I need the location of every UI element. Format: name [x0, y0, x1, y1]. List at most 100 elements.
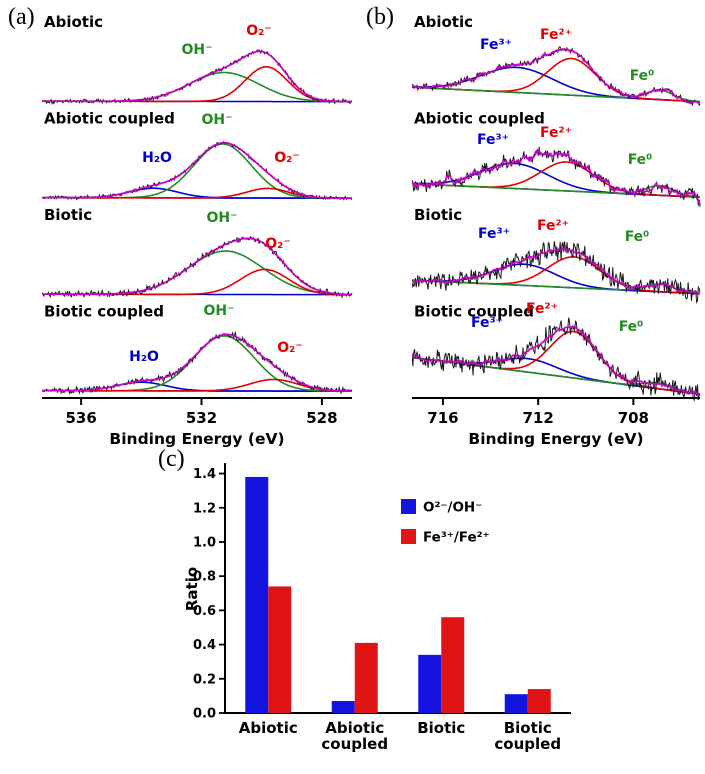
panel-c-tag: (c) — [158, 446, 185, 472]
x-tick-label: 532 — [186, 409, 217, 427]
panel-a-tag: (a) — [8, 4, 35, 30]
curve-experimental — [411, 46, 701, 107]
peak-label-o2: O₂⁻ — [277, 340, 302, 356]
subpanel-label: Abiotic — [414, 13, 473, 31]
category-label: Abiotic coupled — [321, 719, 388, 753]
y-axis-label: Ratio — [183, 567, 201, 611]
peak-label-fe2: Fe²⁺ — [526, 301, 558, 317]
bar-series1-0 — [268, 586, 292, 713]
spectra-a-svg: Abiotic OH⁻ O₂⁻ Abiotic coupled H₂O OH⁻ O₂⁻ Bio… — [41, 13, 353, 448]
bar-series1-3 — [527, 689, 551, 713]
curve-experimental — [411, 241, 701, 304]
bar-series1-2 — [441, 617, 465, 713]
bar-series0-0 — [245, 476, 269, 713]
peak-label-fe0: Fe⁰ — [628, 152, 653, 168]
peak-label-oh: OH⁻ — [206, 210, 237, 226]
subpanel-label: Biotic — [44, 206, 92, 224]
y-tick-label: 1.0 — [193, 535, 216, 550]
y-tick-label: 0.0 — [193, 707, 216, 722]
y-tick-label: 0.2 — [193, 672, 216, 687]
category-label: Biotic — [417, 719, 465, 737]
peak-label-oh: OH⁻ — [181, 42, 212, 58]
peak-label-fe3: Fe³⁺ — [478, 226, 510, 242]
subpanel-label: Abiotic coupled — [44, 110, 175, 128]
x-axis-label: Binding Energy (eV) — [468, 430, 643, 448]
category-label: Abiotic — [239, 719, 298, 737]
bar-series0-1 — [331, 701, 355, 713]
curve-experimental — [411, 146, 701, 208]
peak-label-oh: OH⁻ — [203, 303, 234, 319]
x-tick-label: 528 — [306, 409, 337, 427]
subpanel-label: Biotic — [414, 206, 462, 224]
curve-envelope — [42, 333, 352, 392]
panel-b-tag: (b) — [366, 4, 394, 30]
curve-envelope — [42, 141, 352, 200]
xps-fe2p-panel: Abiotic Fe³⁺ Fe²⁺ Fe⁰ Abiotic coupled Fe³⁺ Fe²… — [411, 12, 705, 450]
peak-label-o2: O₂⁻ — [274, 150, 299, 166]
curve-experimental — [41, 140, 353, 201]
curve-envelope — [411, 247, 701, 295]
curve-component-fe0 — [412, 279, 701, 295]
spectra-b-svg: Abiotic Fe³⁺ Fe²⁺ Fe⁰ Abiotic coupled Fe³⁺ Fe²… — [411, 13, 701, 448]
category-label-line: Abiotic — [325, 719, 384, 737]
curve-component-oh — [42, 143, 352, 199]
bar-series0-2 — [418, 654, 442, 713]
subpanel-label: Abiotic — [44, 13, 103, 31]
xps-o1s-panel: Abiotic OH⁻ O₂⁻ Abiotic coupled H₂O OH⁻ O₂⁻ Bio… — [41, 12, 362, 450]
peak-label-fe3: Fe³⁺ — [471, 315, 503, 331]
peak-label-fe2: Fe²⁺ — [537, 218, 569, 234]
curve-component-fe0 — [412, 182, 700, 198]
curve-experimental — [411, 317, 701, 402]
category-label-line: Biotic — [504, 719, 552, 737]
y-tick-label: 0.8 — [193, 570, 216, 585]
x-tick-label: 712 — [522, 409, 553, 427]
peak-label-fe0: Fe⁰ — [630, 68, 655, 84]
subpanel-label: Biotic coupled — [44, 303, 164, 321]
bar-series1-1 — [354, 642, 378, 713]
x-tick-label: 536 — [65, 409, 96, 427]
peak-label-fe2: Fe²⁺ — [540, 125, 572, 141]
category-label-line: coupled — [321, 735, 388, 753]
legend-swatch-series0 — [401, 499, 416, 514]
category-label: Biotic coupled — [494, 719, 561, 753]
legend-label-series1: Fe³⁺/Fe²⁺ — [423, 530, 490, 546]
peak-label-o2: O₂⁻ — [265, 236, 290, 252]
legend-swatch-series1 — [401, 529, 416, 544]
peak-label-fe3: Fe³⁺ — [480, 37, 512, 53]
peak-label-h2o: H₂O — [142, 150, 172, 166]
peak-label-fe0: Fe⁰ — [625, 229, 650, 245]
category-label-line: Biotic — [417, 719, 465, 737]
curve-component-fe3 — [412, 162, 700, 198]
peak-label-o2: O₂⁻ — [246, 23, 271, 39]
y-tick-label: 1.4 — [193, 467, 216, 482]
curve-envelope — [412, 325, 701, 397]
curve-envelope — [42, 50, 352, 103]
peak-label-fe0: Fe⁰ — [619, 319, 644, 335]
x-tick-label: 716 — [427, 409, 458, 427]
y-tick-label: 1.2 — [193, 501, 216, 516]
y-tick-label: 0.6 — [193, 604, 216, 619]
y-tick-label: 0.4 — [193, 638, 216, 653]
legend-label-series0: O²⁻/OH⁻ — [423, 500, 482, 516]
curve-component-fe3 — [412, 66, 701, 103]
subpanel-label: Abiotic coupled — [414, 110, 545, 128]
curve-envelope — [411, 48, 701, 105]
bar-series0-3 — [504, 694, 528, 713]
curve-component-o2 — [42, 378, 352, 392]
ratio-bar-chart-panel: 0.0 0.2 0.4 0.6 0.8 1.0 1.2 1.4 Abiotic Abiotic co… — [183, 455, 583, 773]
curve-component-oh — [42, 71, 352, 103]
curve-component-o2 — [42, 66, 352, 103]
category-label-line: coupled — [494, 735, 561, 753]
peak-label-fe3: Fe³⁺ — [477, 132, 509, 148]
peak-label-fe2: Fe²⁺ — [540, 27, 572, 43]
curve-envelope — [411, 149, 701, 205]
x-tick-label: 708 — [618, 409, 649, 427]
curve-component-fe0 — [411, 356, 701, 395]
category-label-line: Abiotic — [239, 719, 298, 737]
subpanel-label: Biotic coupled — [414, 303, 534, 321]
peak-label-h2o: H₂O — [129, 349, 159, 365]
curve-envelope — [42, 237, 352, 296]
x-axis-label: Binding Energy (eV) — [109, 430, 284, 448]
